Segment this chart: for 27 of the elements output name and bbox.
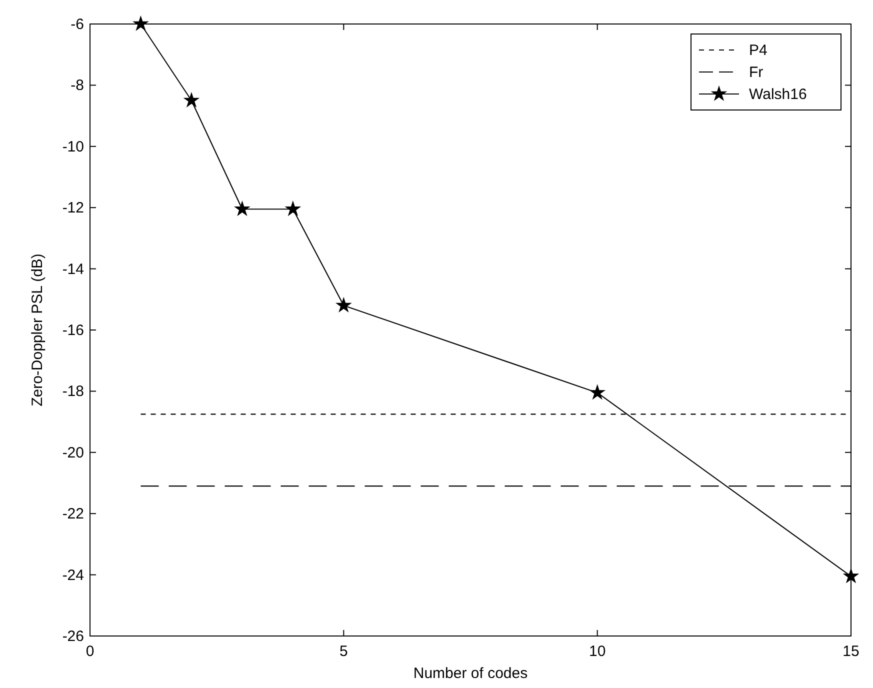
y-axis-title: Zero-Doppler PSL (dB) — [29, 254, 46, 406]
x-tick-label: 10 — [588, 643, 606, 660]
point — [286, 201, 300, 216]
point — [590, 385, 605, 400]
point — [184, 92, 199, 107]
legend-label: Walsh16 — [749, 86, 807, 103]
y-tick-label: -20 — [62, 444, 84, 462]
point — [336, 298, 352, 312]
point — [133, 16, 148, 30]
y-tick-label: -12 — [62, 200, 84, 217]
y-tick-label: -26 — [62, 628, 84, 645]
legend-label: Fr — [749, 64, 764, 81]
x-tick-label: 15 — [842, 643, 860, 660]
x-tick-label: 5 — [339, 643, 348, 660]
y-tick-label: -8 — [70, 77, 84, 94]
y-tick-label: -14 — [62, 260, 84, 278]
y-tick-label: -24 — [62, 566, 84, 584]
y-tick-label: -6 — [70, 16, 84, 33]
y-tick-label: -22 — [62, 506, 84, 523]
x-axis-title: Number of codes — [413, 665, 528, 682]
y-tick-label: -10 — [62, 138, 84, 156]
y-tick-label: -16 — [62, 322, 84, 339]
y-tick-label: -18 — [62, 383, 84, 400]
x-tick-label: 0 — [86, 643, 94, 660]
point — [234, 201, 250, 216]
point — [844, 568, 858, 583]
legend-label: P4 — [749, 42, 768, 59]
